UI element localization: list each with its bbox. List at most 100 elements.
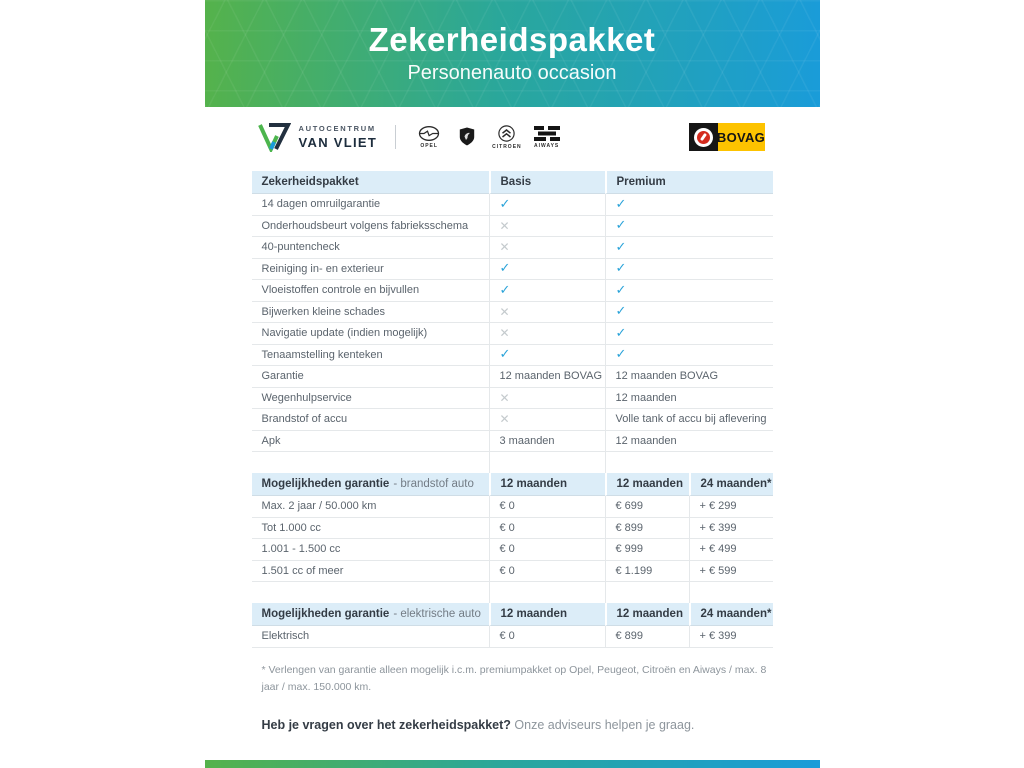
table-column-header: 12 maanden [488, 473, 605, 496]
row-label: Wegenhulpservice [251, 387, 489, 409]
table-cell: ✓ [488, 344, 605, 366]
table-cell: 12 maanden [604, 430, 773, 452]
check-icon: ✓ [499, 261, 511, 277]
dealer-name-bottom: VAN VLIET [298, 134, 378, 150]
check-icon: ✓ [615, 325, 627, 341]
table-cell: € 1.199 [604, 560, 689, 582]
table-cell: + € 399 [688, 626, 773, 648]
page-title: Zekerheidspakket [368, 21, 656, 59]
table-cell: ✕ [488, 323, 605, 345]
table-row: Bijwerken kleine schades ✕ ✓ [251, 301, 773, 323]
tables-section: Zekerheidspakket Basis Premium 14 dagen omr… [205, 171, 820, 732]
table-cell: ✓ [488, 280, 605, 302]
bovag-label: BOVAG [717, 123, 765, 151]
table-cell: ✕ [488, 301, 605, 323]
table-cell: 12 maanden BOVAG [488, 366, 605, 388]
dealer-branding: AUTOCENTRUM VAN VLIET OPEL [257, 122, 566, 152]
table-cell: ✓ [604, 194, 773, 216]
table-row: 1.001 - 1.500 cc € 0 € 999 + € 499 [251, 539, 773, 561]
footer-gradient-bar [204, 760, 820, 768]
table-spacer-row [251, 582, 773, 603]
table-row: Tot 1.000 cc € 0 € 899 + € 399 [251, 517, 773, 539]
table-header-label: Zekerheidspakket [251, 171, 489, 194]
table-cell: ✕ [488, 237, 605, 259]
check-icon: ✓ [499, 196, 511, 212]
table-cell: ✕ [488, 387, 605, 409]
cross-icon: ✕ [499, 218, 510, 233]
check-icon: ✓ [615, 261, 627, 277]
check-icon: ✓ [615, 282, 627, 298]
closing-question: Heb je vragen over het zekerheidspakket? [261, 718, 511, 733]
table-row: Tenaamstelling kenteken ✓ ✓ [251, 344, 773, 366]
table-cell: € 899 [604, 626, 689, 648]
citroen-label: CITROEN [492, 143, 522, 150]
table-cell: + € 399 [688, 517, 773, 539]
opel-label: OPEL [420, 142, 438, 149]
van-vliet-logo-icon [257, 123, 291, 152]
table-cell: + € 499 [688, 539, 773, 561]
document-page: Zekerheidspakket Personenauto occasion A… [204, 0, 820, 768]
table-row: Wegenhulpservice ✕ 12 maanden [251, 387, 773, 409]
citroen-logo-icon [498, 124, 516, 142]
check-icon: ✓ [615, 347, 627, 363]
table-cell: 12 maanden BOVAG [604, 366, 773, 388]
table-cell: € 0 [488, 626, 605, 648]
check-icon: ✓ [615, 239, 627, 255]
row-label: 1.001 - 1.500 cc [251, 539, 489, 561]
row-label: Onderhoudsbeurt volgens fabrieksschema [251, 215, 489, 237]
table-cell: Volle tank of accu bij aflevering [604, 409, 773, 431]
package-comparison-table: Zekerheidspakket Basis Premium 14 dagen omr… [251, 171, 773, 473]
table-cell: € 0 [488, 539, 605, 561]
check-icon: ✓ [499, 347, 511, 363]
row-label: Navigatie update (indien mogelijk) [251, 323, 489, 345]
table-cell: € 899 [604, 517, 689, 539]
table-header-label: Mogelijkheden garantie - elektrische auto [251, 603, 489, 626]
table-column-header: Basis [488, 171, 605, 194]
cross-icon: ✕ [499, 412, 510, 427]
warranty-options-electric-table: Mogelijkheden garantie - elektrische auto… [251, 603, 773, 648]
dealer-name-top: AUTOCENTRUM [298, 124, 376, 134]
table-row: Navigatie update (indien mogelijk) ✕ ✓ [251, 323, 773, 345]
bovag-dial-icon [688, 123, 718, 151]
closing-line: Heb je vragen over het zekerheidspakket?… [262, 718, 773, 732]
table-cell: € 699 [604, 496, 689, 518]
row-label: Garantie [251, 366, 489, 388]
check-icon: ✓ [615, 304, 627, 320]
table-cell: ✕ [488, 215, 605, 237]
table-cell: ✓ [604, 215, 773, 237]
table-cell: ✓ [604, 258, 773, 280]
table-cell: ✓ [604, 301, 773, 323]
cross-icon: ✕ [499, 326, 510, 341]
row-label: Brandstof of accu [251, 409, 489, 431]
table-row: Brandstof of accu ✕ Volle tank of accu bij… [251, 409, 773, 431]
table-column-header: 12 maanden [604, 473, 689, 496]
table-cell: 12 maanden [604, 387, 773, 409]
table-cell: ✓ [604, 344, 773, 366]
table-header-row: Mogelijkheden garantie - elektrische auto… [251, 603, 773, 626]
bovag-logo: BOVAG [688, 123, 765, 151]
spacer-cell [604, 452, 773, 473]
table-cell: € 0 [488, 517, 605, 539]
cross-icon: ✕ [499, 390, 510, 405]
table-cell: € 0 [488, 496, 605, 518]
check-icon: ✓ [615, 218, 627, 234]
table-cell: € 999 [604, 539, 689, 561]
table-row: Elektrisch € 0 € 899 + € 399 [251, 626, 773, 648]
table-column-header: 12 maanden [604, 603, 689, 626]
row-label: Max. 2 jaar / 50.000 km [251, 496, 489, 518]
row-label: Reiniging in- en exterieur [251, 258, 489, 280]
logo-row: AUTOCENTRUM VAN VLIET OPEL [205, 115, 820, 159]
table-cell: 3 maanden [488, 430, 605, 452]
cross-icon: ✕ [499, 304, 510, 319]
row-label: Vloeistoffen controle en bijvullen [251, 280, 489, 302]
cross-icon: ✕ [499, 240, 510, 255]
row-label: Tot 1.000 cc [251, 517, 489, 539]
brand-citroen: CITROEN [492, 124, 522, 150]
opel-logo-icon [418, 125, 440, 141]
check-icon: ✓ [499, 282, 511, 298]
table-column-header: Premium [604, 171, 773, 194]
table-header-row: Mogelijkheden garantie - brandstof auto 12… [251, 473, 773, 496]
table-row: Reiniging in- en exterieur ✓ ✓ [251, 258, 773, 280]
table-cell: + € 299 [688, 496, 773, 518]
aiways-label: AIWAYS [534, 142, 560, 149]
